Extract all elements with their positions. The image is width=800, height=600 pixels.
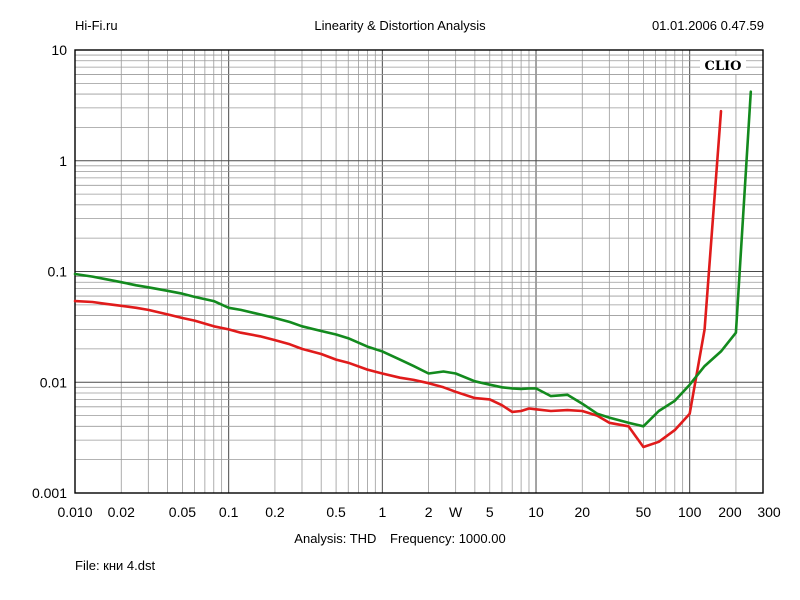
analysis-info: Analysis: THD Frequency: 1000.00 <box>0 531 800 546</box>
analysis-label: Analysis: THD <box>294 531 377 546</box>
x-tick-label: 5 <box>486 504 494 520</box>
x-tick-label: 0.5 <box>326 504 346 520</box>
brand-logo: CLIO <box>705 59 742 74</box>
y-tick-label: 0.01 <box>40 374 67 390</box>
x-tick-label: 0.2 <box>265 504 285 520</box>
x-tick-label: 2 <box>425 504 433 520</box>
thd-curve-red <box>73 109 723 449</box>
x-tick-label: 200 <box>718 504 742 520</box>
x-tick-label: 300 <box>757 504 781 520</box>
brand-background <box>700 56 746 74</box>
x-tick-label: 1 <box>378 504 386 520</box>
x-tick-label: 0.1 <box>219 504 239 520</box>
site-name: Hi-Fi.ru <box>75 18 118 33</box>
plot-frame <box>74 49 764 494</box>
y-tick-label: 10 <box>51 42 67 58</box>
x-tick-label: 0.010 <box>57 504 92 520</box>
chart-title: Linearity & Distortion Analysis <box>314 18 486 33</box>
thd-curve-green <box>73 90 753 428</box>
frequency-label: Frequency: 1000.00 <box>390 531 506 546</box>
x-tick-label: 10 <box>528 504 544 520</box>
x-tick-label: 20 <box>574 504 590 520</box>
x-tick-label: 50 <box>636 504 652 520</box>
file-label: File: кни 4.dst <box>75 558 156 573</box>
x-tick-label: 100 <box>678 504 702 520</box>
y-tick-label: 0.001 <box>32 485 67 501</box>
x-tick-label: W <box>449 504 463 520</box>
x-tick-label: 0.02 <box>108 504 135 520</box>
x-tick-label: 0.05 <box>169 504 196 520</box>
timestamp: 01.01.2006 0.47.59 <box>651 18 764 33</box>
y-tick-label: 0.1 <box>48 264 68 280</box>
y-tick-label: 1 <box>59 153 67 169</box>
